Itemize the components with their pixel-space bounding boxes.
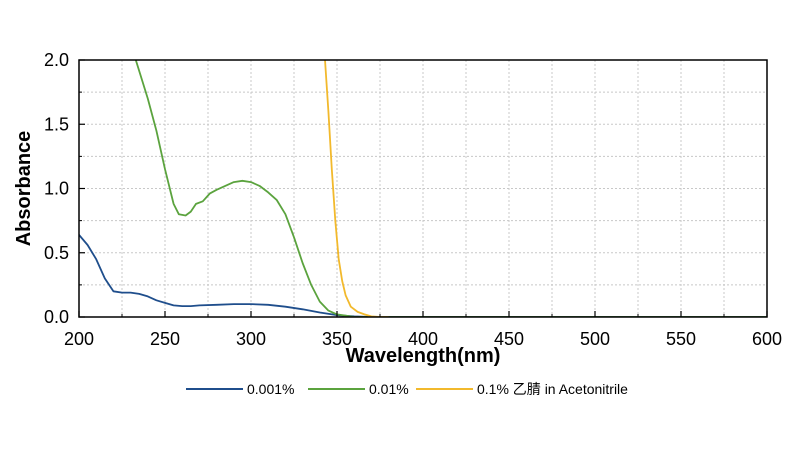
legend-label-2: 0.01% [369, 381, 409, 397]
x-tick-label: 450 [494, 329, 524, 349]
x-tick-label: 250 [150, 329, 180, 349]
y-tick-label: 2.0 [44, 50, 69, 70]
x-tick-label: 400 [408, 329, 438, 349]
legend-label-3: 0.1% 乙腈 in Acetonitrile [477, 381, 628, 397]
series-line-2 [134, 60, 767, 317]
x-tick-labels: 200 250 300 350 400 450 500 550 600 [64, 329, 782, 349]
x-axis-title: Wavelength(nm) [346, 345, 501, 367]
series-line-1 [79, 234, 767, 317]
tick-marks [78, 59, 768, 318]
y-tick-label: 1.5 [44, 114, 69, 134]
x-tick-label: 550 [666, 329, 696, 349]
y-tick-labels: 0.0 0.5 1.0 1.5 2.0 [44, 50, 69, 327]
x-tick-label: 350 [322, 329, 352, 349]
y-tick-label: 0.0 [44, 307, 69, 327]
grid [78, 59, 768, 318]
x-tick-label: 600 [752, 329, 782, 349]
legend: 0.001% 0.01% 0.1% 乙腈 in Acetonitrile [186, 381, 628, 397]
y-tick-label: 1.0 [44, 179, 69, 199]
x-tick-label: 200 [64, 329, 94, 349]
y-axis-title: Absorbance [13, 131, 35, 247]
legend-label-1: 0.001% [247, 381, 294, 397]
x-tick-label: 500 [580, 329, 610, 349]
x-tick-label: 300 [236, 329, 266, 349]
y-tick-label: 0.5 [44, 243, 69, 263]
